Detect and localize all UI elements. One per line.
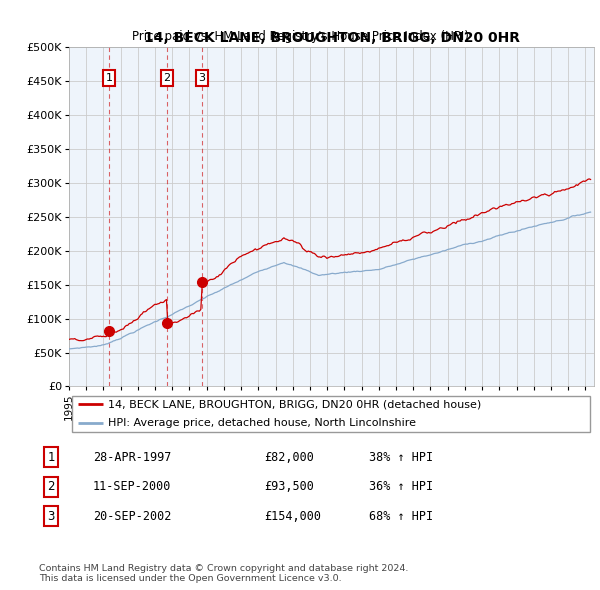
Text: £82,000: £82,000 (264, 451, 314, 464)
Title: 14, BECK LANE, BROUGHTON, BRIGG, DN20 0HR: 14, BECK LANE, BROUGHTON, BRIGG, DN20 0H… (143, 31, 520, 45)
Text: 1: 1 (47, 451, 55, 464)
Text: HPI: Average price, detached house, North Lincolnshire: HPI: Average price, detached house, Nort… (109, 418, 416, 428)
Text: Contains HM Land Registry data © Crown copyright and database right 2024.
This d: Contains HM Land Registry data © Crown c… (39, 563, 409, 583)
Text: 2: 2 (47, 480, 55, 493)
Text: Price paid vs. HM Land Registry's House Price Index (HPI): Price paid vs. HM Land Registry's House … (131, 30, 469, 43)
Text: 36% ↑ HPI: 36% ↑ HPI (369, 480, 433, 493)
Text: £154,000: £154,000 (264, 510, 321, 523)
Text: 11-SEP-2000: 11-SEP-2000 (93, 480, 172, 493)
Text: 14, BECK LANE, BROUGHTON, BRIGG, DN20 0HR (detached house): 14, BECK LANE, BROUGHTON, BRIGG, DN20 0H… (109, 399, 482, 409)
Text: 68% ↑ HPI: 68% ↑ HPI (369, 510, 433, 523)
Text: 20-SEP-2002: 20-SEP-2002 (93, 510, 172, 523)
Text: 1: 1 (106, 73, 112, 83)
Text: 38% ↑ HPI: 38% ↑ HPI (369, 451, 433, 464)
Text: 2: 2 (164, 73, 170, 83)
FancyBboxPatch shape (71, 395, 590, 432)
Text: 28-APR-1997: 28-APR-1997 (93, 451, 172, 464)
Text: 3: 3 (47, 510, 55, 523)
Text: 3: 3 (199, 73, 205, 83)
Text: £93,500: £93,500 (264, 480, 314, 493)
